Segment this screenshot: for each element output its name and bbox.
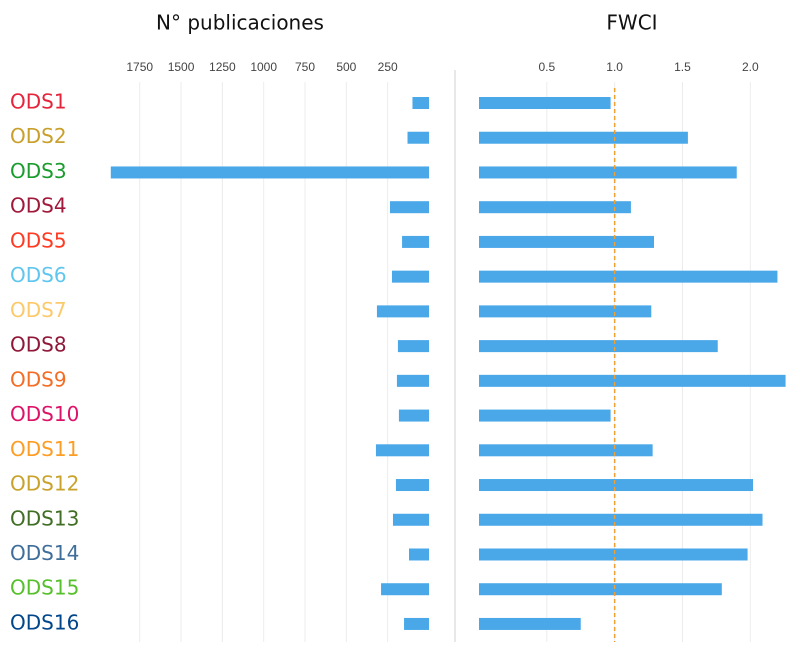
bar bbox=[381, 583, 429, 596]
bar bbox=[479, 235, 654, 248]
category-label: ODS2 bbox=[10, 124, 67, 148]
category-label: ODS10 bbox=[10, 402, 79, 426]
category-label: ODS12 bbox=[10, 472, 79, 496]
bar bbox=[479, 340, 718, 353]
bar bbox=[479, 305, 652, 318]
bar bbox=[479, 479, 754, 492]
bar bbox=[396, 374, 429, 387]
bar bbox=[407, 131, 429, 144]
bar bbox=[404, 617, 429, 630]
x-tick-label: 1500 bbox=[168, 60, 195, 74]
category-label: ODS1 bbox=[10, 90, 67, 114]
bar bbox=[395, 479, 429, 492]
x-tick-label: 0.5 bbox=[538, 60, 555, 74]
category-label: ODS4 bbox=[10, 194, 67, 218]
bar bbox=[412, 97, 429, 109]
category-label: ODS13 bbox=[10, 506, 79, 530]
category-label: ODS5 bbox=[10, 228, 67, 252]
x-tick-label: 1250 bbox=[209, 60, 236, 74]
bar bbox=[479, 97, 611, 109]
category-label: ODS11 bbox=[10, 437, 79, 461]
category-label: ODS6 bbox=[10, 263, 67, 287]
x-tick-label: 2.0 bbox=[742, 60, 759, 74]
bar bbox=[408, 548, 429, 561]
bar bbox=[479, 374, 786, 387]
bar bbox=[479, 201, 631, 214]
x-tick-label: 1.5 bbox=[674, 60, 691, 74]
x-tick-label: 1.0 bbox=[606, 60, 623, 74]
bar bbox=[389, 201, 429, 214]
category-label: ODS15 bbox=[10, 576, 79, 600]
bar bbox=[391, 270, 429, 283]
category-label: ODS3 bbox=[10, 159, 67, 183]
category-label: ODS9 bbox=[10, 367, 67, 391]
bar bbox=[392, 513, 429, 526]
panel-title: FWCI bbox=[606, 11, 657, 35]
bar bbox=[479, 513, 763, 526]
category-label: ODS14 bbox=[10, 541, 79, 565]
bar bbox=[398, 409, 429, 422]
x-tick-label: 750 bbox=[295, 60, 315, 74]
bar bbox=[479, 617, 581, 630]
bar bbox=[376, 305, 429, 318]
bar bbox=[479, 548, 748, 561]
category-label: ODS7 bbox=[10, 298, 67, 322]
category-label: ODS16 bbox=[10, 610, 79, 634]
bar bbox=[479, 166, 737, 179]
bar bbox=[402, 235, 429, 248]
panel-title: N° publicaciones bbox=[156, 11, 324, 35]
bar bbox=[479, 583, 722, 596]
bar bbox=[479, 270, 778, 283]
bar bbox=[479, 409, 611, 422]
bar bbox=[479, 444, 653, 457]
category-label: ODS8 bbox=[10, 333, 67, 357]
x-tick-label: 1000 bbox=[250, 60, 277, 74]
bar bbox=[397, 340, 429, 353]
bar bbox=[375, 444, 429, 457]
bar bbox=[110, 166, 430, 179]
x-tick-label: 500 bbox=[336, 60, 356, 74]
x-tick-label: 1750 bbox=[126, 60, 153, 74]
bar bbox=[479, 131, 688, 144]
x-tick-label: 250 bbox=[378, 60, 398, 74]
